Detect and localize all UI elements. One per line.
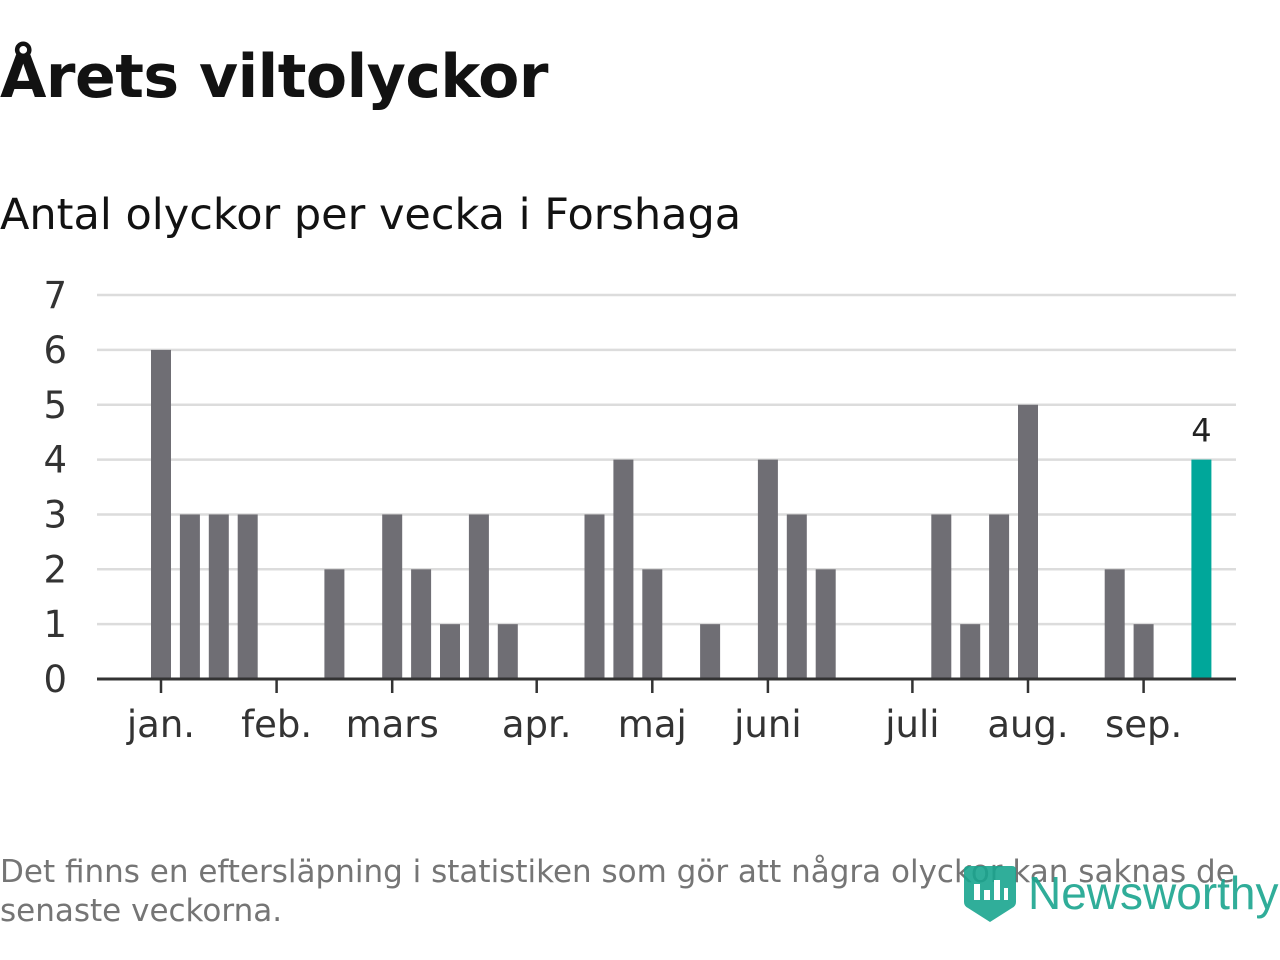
bar — [960, 624, 981, 679]
newsworthy-logo: Newsworthy — [962, 862, 1279, 924]
y-tick-label: 5 — [43, 384, 67, 427]
x-tick-label: juni — [733, 703, 801, 746]
chart-title: Årets viltolyckor — [0, 42, 549, 112]
bar — [1133, 624, 1154, 679]
bar — [179, 514, 200, 679]
bar — [497, 624, 518, 679]
bar — [208, 514, 229, 679]
y-tick-label: 1 — [43, 603, 67, 646]
x-tick-label: sep. — [1105, 703, 1182, 746]
bar — [786, 514, 807, 679]
x-tick-label: aug. — [987, 703, 1068, 746]
newsworthy-logo-icon — [964, 866, 1016, 922]
bar — [931, 514, 952, 679]
bar — [382, 514, 403, 679]
x-tick-label: mars — [346, 703, 439, 746]
bar — [1104, 569, 1125, 679]
bar — [815, 569, 836, 679]
bar — [700, 624, 721, 679]
bar-highlight — [1191, 459, 1212, 679]
bar — [440, 624, 460, 679]
bar — [613, 459, 634, 679]
bar-chart: 0 1 2 3 4 5 6 7 4 jan. feb. mars apr. maj juni juli aug.… — [43, 274, 1236, 746]
y-tick-label: 3 — [43, 493, 67, 536]
footnote: Det finns en eftersläpning i statistiken… — [0, 854, 1235, 929]
bar — [757, 459, 778, 679]
bar — [468, 514, 489, 679]
bar — [642, 569, 663, 679]
data-label: 4 — [1191, 412, 1211, 450]
bar — [324, 569, 345, 679]
x-tick-label: jan. — [126, 703, 195, 746]
newsworthy-logo-text: Newsworthy — [1028, 867, 1279, 919]
bar — [1018, 404, 1038, 679]
y-tick-label: 4 — [43, 439, 67, 482]
x-tick-label: apr. — [502, 703, 572, 746]
bar — [151, 349, 171, 679]
y-tick-label: 2 — [43, 548, 67, 591]
bar — [584, 514, 605, 679]
chart-subtitle: Antal olyckor per vecka i Forshaga — [0, 190, 742, 240]
y-tick-label: 0 — [43, 658, 67, 701]
x-tick-label: maj — [618, 703, 687, 746]
x-tick-label: feb. — [241, 703, 312, 746]
y-tick-label: 7 — [43, 274, 67, 317]
y-tick-label: 6 — [43, 329, 67, 372]
bar — [989, 514, 1010, 679]
bar — [411, 569, 432, 679]
x-tick-label: juli — [884, 703, 939, 746]
bar — [237, 514, 258, 679]
